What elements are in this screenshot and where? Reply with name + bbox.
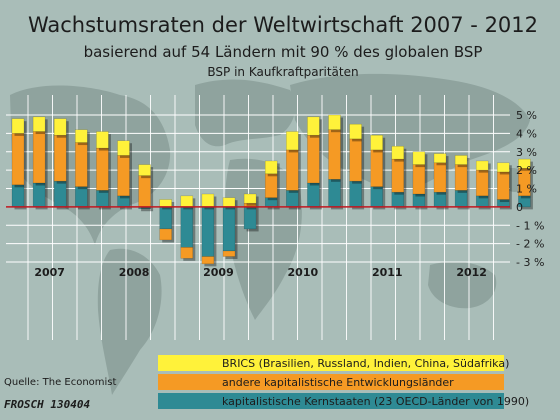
legend-swatch	[158, 374, 504, 390]
year-label-2007: 2007	[34, 266, 65, 279]
bar-segment	[159, 206, 172, 230]
year-label-2012: 2012	[456, 266, 487, 279]
year-labels: 2007 2008 2009 2010 2011 2012	[34, 266, 487, 279]
bar-segment	[32, 182, 46, 208]
bar-segment	[349, 138, 362, 182]
bar-segment	[53, 134, 67, 182]
bar-segment	[243, 206, 257, 230]
bar-segment	[433, 162, 447, 193]
year-label-2010: 2010	[288, 266, 319, 279]
bar-segment	[222, 250, 236, 257]
bar-segment	[497, 162, 510, 173]
y-tick-label: 3 %	[516, 146, 537, 159]
bars-group	[11, 114, 533, 267]
bar-segment	[349, 123, 362, 140]
bar-segment	[264, 160, 278, 175]
bar-segment	[475, 169, 489, 197]
bar-segment	[433, 153, 447, 164]
bar-segment	[75, 129, 88, 143]
y-tick-label: - 1 %	[516, 219, 544, 232]
bar-segment	[53, 118, 67, 136]
year-label-2011: 2011	[372, 266, 403, 279]
chart-subtitle-2: BSP in Kaufkraftparitäten	[207, 65, 358, 79]
bar-segment	[53, 180, 67, 208]
bar-segment	[391, 158, 405, 193]
bar-segment	[370, 186, 383, 208]
bar-segment	[32, 131, 46, 184]
legend-label: andere kapitalistische Entwicklungslände…	[222, 376, 454, 389]
bar-segment	[138, 164, 151, 176]
legend: BRICS (Brasilien, Russland, Indien, Chin…	[158, 355, 529, 409]
bar-segment	[307, 182, 320, 208]
bar-segment	[412, 164, 426, 195]
y-tick-label: 5 %	[516, 109, 537, 122]
year-label-2008: 2008	[119, 266, 150, 279]
bar-segment	[307, 116, 320, 136]
bar-segment	[497, 171, 510, 200]
chart-title: Wachstumsraten der Weltwirtschaft 2007 -…	[28, 13, 538, 37]
bar-segment	[180, 195, 194, 208]
bar-shadow	[141, 209, 154, 212]
world-map-background	[10, 73, 530, 395]
year-label-2009: 2009	[203, 266, 234, 279]
y-tick-label: 1 %	[516, 183, 537, 196]
chart-subtitle: basierend auf 54 Ländern mit 90 % des gl…	[84, 43, 483, 61]
bar-segment	[518, 158, 531, 169]
bar-segment	[180, 247, 194, 259]
bar-segment	[328, 129, 341, 180]
bar-segment	[201, 206, 215, 257]
y-tick-label: - 3 %	[516, 256, 544, 269]
legend-swatch	[158, 355, 504, 371]
y-axis-ticks: 5 % 4 % 3 % 2 % 1 % 0 - 1 % - 2 % - 3 %	[516, 109, 544, 269]
bar-segment	[11, 133, 25, 186]
bar-segment	[11, 118, 25, 134]
bar-segment	[159, 228, 172, 241]
bar-segment	[328, 114, 341, 130]
bar-segment	[454, 155, 468, 165]
bar-segment	[96, 147, 109, 191]
bar-segment	[138, 175, 151, 208]
bar-segment	[117, 155, 130, 197]
legend-label: BRICS (Brasilien, Russland, Indien, Chin…	[222, 357, 509, 370]
bar-segment	[180, 206, 194, 248]
y-tick-label: 0	[516, 201, 523, 214]
source-label: Quelle: The Economist	[4, 377, 117, 388]
bar-segment	[475, 160, 489, 171]
signature: FROSCH 130404	[4, 398, 90, 411]
bar-segment	[32, 116, 46, 132]
bar-segment	[286, 149, 299, 191]
legend-label: kapitalistische Kernstaaten (23 OECD-Län…	[222, 395, 529, 408]
bar-segment	[159, 199, 172, 208]
bar-segment	[349, 180, 362, 208]
bar-segment	[11, 184, 25, 208]
bar-segment	[117, 140, 130, 156]
bar-segment	[201, 193, 215, 208]
bar-segment	[222, 197, 236, 208]
y-tick-label: - 2 %	[516, 238, 544, 251]
bar-segment	[75, 186, 88, 208]
bar-segment	[370, 134, 383, 151]
bar-segment	[264, 173, 278, 198]
legend-swatch	[158, 393, 504, 409]
bar-segment	[286, 131, 299, 151]
bar-segment	[412, 151, 426, 165]
bar-segment	[201, 256, 215, 265]
bar-segment	[96, 131, 109, 149]
bar-segment	[243, 193, 257, 204]
bar-segment	[328, 179, 341, 208]
y-tick-label: 4 %	[516, 127, 537, 140]
bar-segment	[391, 145, 405, 160]
bar-segment	[222, 206, 236, 252]
bar-segment	[307, 134, 320, 184]
bar-segment	[75, 142, 88, 187]
y-tick-label: 2 %	[516, 164, 537, 177]
bar-segment	[454, 164, 468, 191]
bar-segment	[370, 149, 383, 187]
